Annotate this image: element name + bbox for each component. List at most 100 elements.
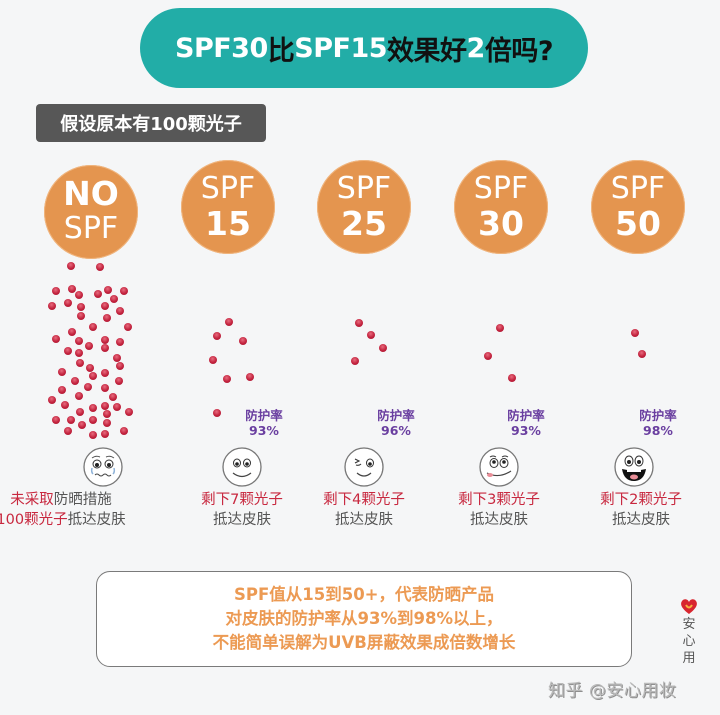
photon-dot (89, 404, 97, 412)
photon-dot (75, 291, 83, 299)
assumption-tag: 假设原本有100颗光子 (36, 104, 266, 142)
badge-spf25: SPF 25 (317, 160, 411, 254)
brand-mark: 安 心 用 (676, 596, 702, 667)
photon-dot (89, 416, 97, 424)
photon-dot (48, 396, 56, 404)
photon-dot (125, 408, 133, 416)
photon-dot (116, 362, 124, 370)
photon-dot (94, 290, 102, 298)
photon-dot (104, 286, 112, 294)
photon-dot (67, 262, 75, 270)
photon-dot (77, 303, 85, 311)
photon-dot (103, 419, 111, 427)
badge-bottom: 25 (341, 204, 387, 243)
badge-spf15: SPF 15 (181, 160, 275, 254)
summary-line: SPF值从15到50+，代表防晒产品 (234, 585, 494, 604)
caption-gray: 抵达皮肤 (612, 512, 670, 528)
photon-dot (76, 408, 84, 416)
protection-rate-spf30: 防护率 93% (496, 408, 556, 438)
heart-logo-icon (681, 599, 697, 614)
photon-dot (101, 430, 109, 438)
caption-spf25: 剩下4颗光子 抵达皮肤 (289, 490, 439, 530)
photon-dot (116, 307, 124, 315)
caption-gray: 抵达皮肤 (335, 512, 393, 528)
caption-spf50: 剩下2颗光子 抵达皮肤 (566, 490, 716, 530)
summary-line: 不能简单误解为UVB屏蔽效果成倍数增长 (212, 633, 516, 652)
photon-dot (223, 375, 231, 383)
photon-dot (64, 347, 72, 355)
title-part: 2 (466, 32, 486, 64)
photon-dot (110, 295, 118, 303)
photon-dot (113, 403, 121, 411)
photon-dot (484, 352, 492, 360)
photon-dot (86, 364, 94, 372)
badge-bottom: SPF (63, 211, 119, 246)
photon-dot (120, 427, 128, 435)
photon-dot (64, 299, 72, 307)
caption-red: 剩下2颗光子 (600, 492, 682, 508)
photon-dot (101, 402, 109, 410)
watermark: 知乎 @安心用妆 (548, 681, 677, 701)
photon-dot (101, 336, 109, 344)
title-part: 效果好 (387, 35, 467, 67)
photon-dot (89, 323, 97, 331)
photon-dot (101, 302, 109, 310)
caption-gray: 防晒措施 (53, 492, 112, 508)
protection-label: 防护率 (639, 408, 677, 423)
photon-dot (58, 386, 66, 394)
title-part: SPF15 (294, 32, 388, 64)
photon-dot (103, 314, 111, 322)
photon-dot (496, 324, 504, 332)
photon-dot (109, 393, 117, 401)
photon-dot (508, 374, 516, 382)
photon-dot (71, 377, 79, 385)
wink-face-icon (344, 447, 384, 487)
photon-dot (76, 359, 84, 367)
photon-dot (61, 401, 69, 409)
photon-dot (246, 373, 254, 381)
title-part: SPF30 (175, 32, 268, 64)
photon-dot (67, 416, 75, 424)
protection-value: 93% (511, 423, 541, 438)
photon-dot (89, 431, 97, 439)
photon-dot (239, 337, 247, 345)
badge-bottom: 15 (205, 204, 251, 243)
brand-char: 用 (682, 651, 696, 666)
photon-dot (367, 331, 375, 339)
badge-no-spf: NO SPF (44, 165, 138, 259)
badge-top: SPF (200, 171, 256, 206)
photon-dot (351, 357, 359, 365)
title-part: 比 (267, 35, 295, 67)
caption-red: 剩下3颗光子 (458, 492, 540, 508)
caption-red: 剩下7颗光子 (201, 492, 283, 508)
photon-dot (124, 323, 132, 331)
summary-box: SPF值从15到50+，代表防晒产品 对皮肤的防护率从93%到98%以上， 不能… (96, 571, 632, 667)
photon-dot (101, 384, 109, 392)
tongue-out-face-icon (479, 447, 519, 487)
caption-no-spf: 未采取防晒措施 100颗光子抵达皮肤 (0, 490, 136, 530)
photon-dot (75, 337, 83, 345)
caption-gray: 抵达皮肤 (67, 512, 126, 528)
photon-dot (68, 285, 76, 293)
caption-spf15: 剩下7颗光子 抵达皮肤 (167, 490, 317, 530)
photon-dot (68, 328, 76, 336)
crying-face-icon (83, 447, 123, 487)
badge-spf50: SPF 50 (591, 160, 685, 254)
photon-dot (64, 427, 72, 435)
photon-dot (77, 312, 85, 320)
photon-dot (120, 287, 128, 295)
badge-top: SPF (473, 171, 529, 206)
badge-top: SPF (610, 171, 666, 206)
caption-spf30: 剩下3颗光子 抵达皮肤 (424, 490, 574, 530)
photon-dot (631, 329, 639, 337)
badge-bottom: 50 (615, 204, 661, 243)
caption-red: 剩下4颗光子 (323, 492, 405, 508)
brand-char: 心 (682, 634, 696, 649)
protection-label: 防护率 (245, 408, 283, 423)
photon-dot (213, 409, 221, 417)
protection-value: 98% (643, 423, 673, 438)
photon-dot (116, 338, 124, 346)
badge-bottom: 30 (478, 204, 524, 243)
protection-rate-spf50: 防护率 98% (628, 408, 688, 438)
caption-red: 100颗光子 (0, 512, 68, 528)
